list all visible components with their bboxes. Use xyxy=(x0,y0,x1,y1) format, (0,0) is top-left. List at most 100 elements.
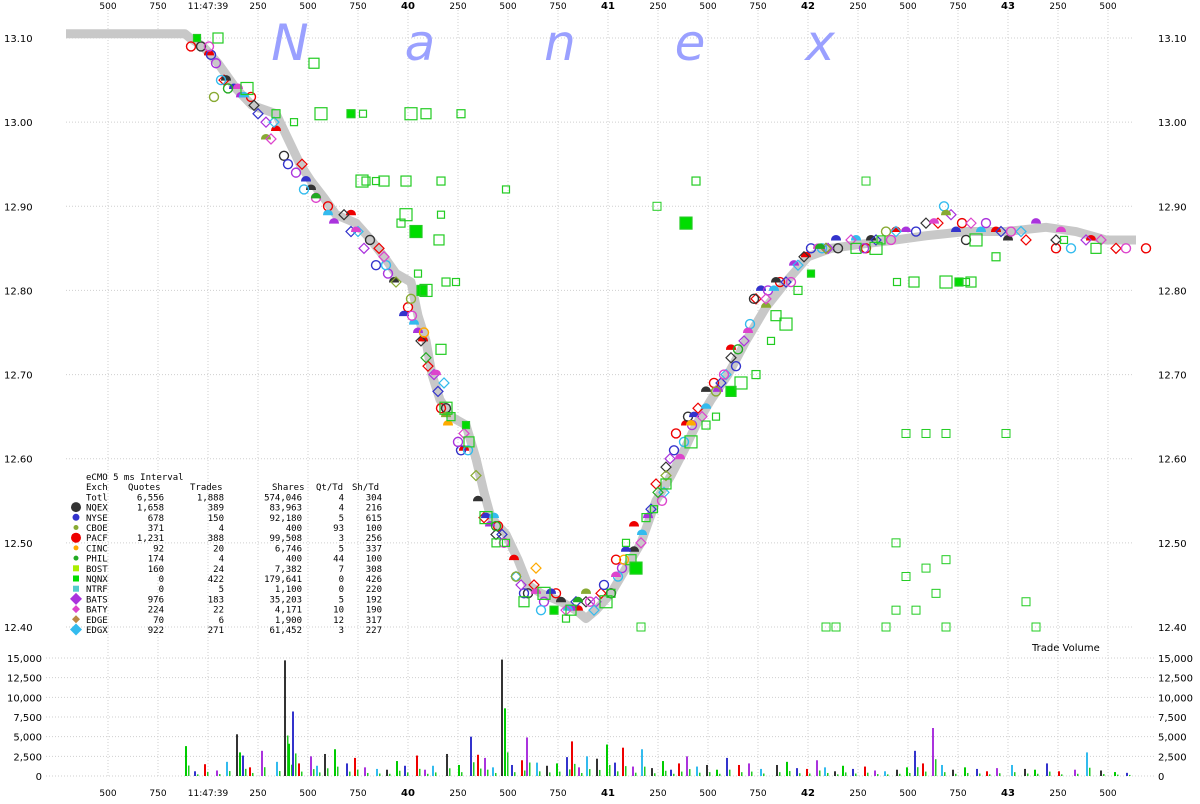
x-tick-bottom: 250 xyxy=(449,789,466,799)
quote-marker xyxy=(670,428,682,439)
trade-square xyxy=(1059,235,1069,245)
outlier-trade-square xyxy=(652,201,662,211)
trade-square xyxy=(400,175,412,187)
quote-marker xyxy=(406,310,418,321)
grid-layer xyxy=(46,10,1154,777)
volume-bar xyxy=(606,744,608,776)
volume-bar xyxy=(242,755,244,776)
volume-bar xyxy=(681,771,683,776)
volume-bar xyxy=(726,757,728,776)
trade-square xyxy=(420,108,432,120)
quote-marker xyxy=(628,521,640,527)
trade-square xyxy=(660,478,672,490)
quote-marker xyxy=(488,512,500,519)
volume-bar xyxy=(1074,769,1076,776)
trade-square xyxy=(518,596,530,608)
vol-tick-right: 2,500 xyxy=(1158,752,1187,763)
trade-square xyxy=(969,233,983,247)
quote-marker xyxy=(870,234,882,246)
quote-marker xyxy=(636,529,648,535)
legend-cell: 6,746 xyxy=(275,544,302,554)
x-tick-top: 750 xyxy=(549,2,566,12)
volume-bar xyxy=(470,736,472,776)
trade-square xyxy=(436,176,446,186)
legend-cell: 224 xyxy=(148,606,164,616)
volume-bar xyxy=(816,760,818,776)
volume-bar xyxy=(229,771,231,776)
legend-cell: 6,556 xyxy=(137,493,164,503)
quote-marker xyxy=(350,226,362,233)
quote-marker xyxy=(950,226,962,233)
volume-bar xyxy=(197,774,199,776)
quote-marker xyxy=(610,571,622,578)
legend-cell: 976 xyxy=(148,595,164,605)
volume-bar xyxy=(1114,772,1116,776)
trade-square xyxy=(433,234,445,246)
volume-bar xyxy=(501,659,503,776)
x-tick-bottom: 250 xyxy=(849,789,866,799)
outlier-trade-square xyxy=(881,622,891,632)
volume-bar xyxy=(492,767,494,776)
quote-marker xyxy=(750,292,762,305)
legend-marker xyxy=(70,623,82,636)
quote-marker xyxy=(910,226,922,237)
x-tick-bottom: 250 xyxy=(1049,789,1066,799)
volume-bar xyxy=(599,769,601,776)
legend-marker xyxy=(73,525,79,530)
volume-bar xyxy=(216,770,218,776)
quote-marker xyxy=(322,209,334,216)
quote-marker xyxy=(405,293,417,305)
x-tick-top: 11:47:39 xyxy=(188,2,229,12)
x-tick-top: 43 xyxy=(1001,1,1015,12)
trade-square xyxy=(436,210,446,219)
vol-tick-left: 0 xyxy=(36,772,42,783)
trade-square xyxy=(679,216,693,230)
watermark-letter: x xyxy=(803,14,835,72)
legend-cell: 160 xyxy=(148,565,164,575)
y-tick-right: 12.80 xyxy=(1158,286,1187,297)
legend-cell: 922 xyxy=(148,626,164,636)
volume-bar xyxy=(819,770,821,776)
quote-marker xyxy=(975,226,987,233)
vol-tick-right: 12,500 xyxy=(1158,674,1193,685)
trade-square xyxy=(939,275,953,289)
quote-marker xyxy=(780,276,792,288)
legend-marker xyxy=(72,605,80,614)
x-tick-bottom: 750 xyxy=(349,789,366,799)
legend-marker xyxy=(72,615,80,624)
legend-cell: 192 xyxy=(366,595,382,605)
volume-bar xyxy=(529,762,531,776)
legend-cell: 190 xyxy=(366,606,382,616)
quote-marker xyxy=(798,250,810,263)
trade-square xyxy=(629,561,643,575)
volume-bar xyxy=(824,767,826,776)
volume-bar xyxy=(407,772,409,776)
trade-square xyxy=(606,588,616,598)
volume-bar xyxy=(932,728,934,776)
volume-bar xyxy=(1058,771,1060,776)
trade-square xyxy=(641,513,651,523)
quote-marker xyxy=(656,495,668,506)
quote-marker xyxy=(668,445,680,456)
quote-marker xyxy=(435,403,447,414)
legend-cell: 4 xyxy=(339,493,344,503)
y-tick-right: 13.00 xyxy=(1158,118,1187,129)
outlier-trade-square xyxy=(1001,428,1011,438)
volume-bar xyxy=(507,752,509,776)
legend-header: Qt/Td xyxy=(316,483,343,493)
volume-bar xyxy=(906,767,908,776)
trade-square xyxy=(954,277,964,287)
volume-bar xyxy=(295,753,297,776)
volume-bar xyxy=(686,756,688,776)
y-tick-left: 12.90 xyxy=(4,202,33,213)
quote-marker xyxy=(664,452,676,465)
quote-marker xyxy=(660,461,672,473)
volume-bar xyxy=(419,768,421,776)
volume-bar xyxy=(665,770,667,776)
volume-bar xyxy=(578,767,580,776)
quote-marker xyxy=(268,116,280,128)
volume-bar xyxy=(252,772,254,776)
quote-marker xyxy=(598,579,610,591)
